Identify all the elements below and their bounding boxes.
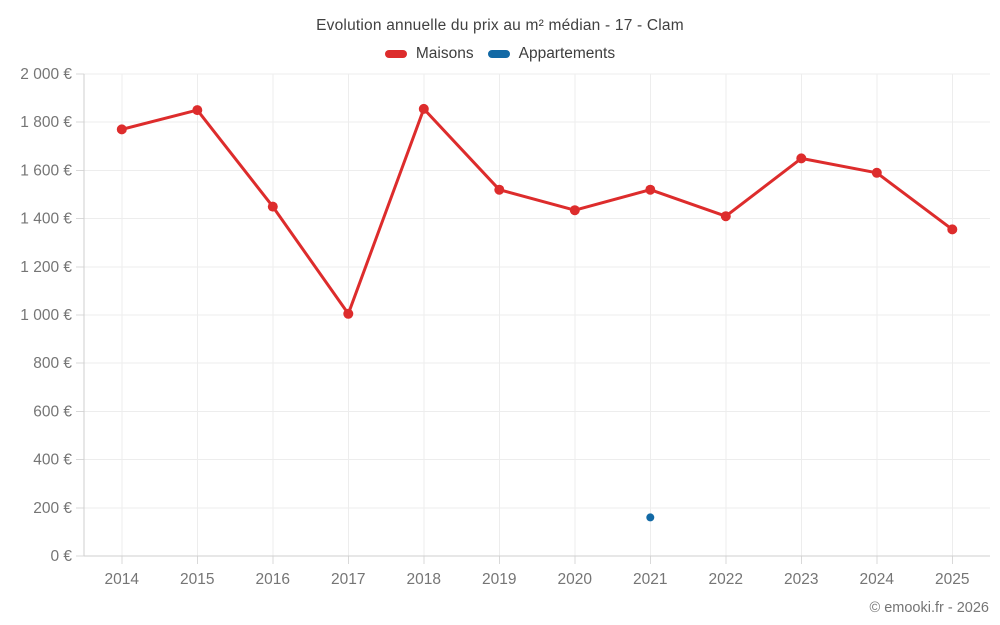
data-point-maisons[interactable] — [192, 105, 203, 116]
copyright-watermark: © emooki.fr - 2026 — [869, 600, 989, 616]
x-tick-label: 2015 — [180, 571, 214, 588]
legend-item-maisons[interactable]: Maisons — [384, 45, 474, 63]
y-tick-label: 1 600 € — [20, 162, 72, 179]
chart-title: Evolution annuelle du prix au m² médian … — [316, 17, 684, 34]
x-tick-label: 2025 — [935, 571, 969, 588]
x-tick-label: 2016 — [256, 571, 290, 588]
y-tick-label: 2 000 € — [20, 66, 72, 83]
x-tick-label: 2024 — [860, 571, 895, 588]
y-tick-label: 1 000 € — [20, 307, 72, 324]
data-point-maisons[interactable] — [116, 124, 127, 135]
y-tick-label: 1 800 € — [20, 114, 72, 131]
legend: Maisons Appartements — [0, 45, 1000, 63]
y-tick-label: 1 400 € — [20, 211, 72, 228]
data-point-maisons[interactable] — [267, 201, 278, 212]
data-point-maisons[interactable] — [720, 211, 731, 222]
x-tick-label: 2019 — [482, 571, 516, 588]
data-point-maisons[interactable] — [494, 184, 505, 195]
y-tick-label: 0 € — [50, 548, 72, 565]
data-point-maisons[interactable] — [343, 308, 354, 319]
legend-label-appartements: Appartements — [518, 45, 616, 62]
x-tick-label: 2018 — [407, 571, 441, 588]
x-tick-label: 2021 — [633, 571, 667, 588]
data-point-maisons[interactable] — [569, 205, 580, 216]
legend-swatch-maisons — [384, 50, 407, 58]
y-tick-label: 400 € — [33, 452, 72, 469]
legend-swatch-appartements — [487, 50, 510, 58]
x-tick-label: 2017 — [331, 571, 365, 588]
series-line-maisons — [120, 107, 954, 316]
data-point-maisons[interactable] — [645, 184, 656, 195]
legend-label-maisons: Maisons — [415, 45, 474, 62]
x-tick-label: 2023 — [784, 571, 818, 588]
data-point-appartements[interactable] — [646, 513, 655, 522]
data-point-maisons[interactable] — [796, 153, 807, 164]
data-point-maisons[interactable] — [871, 167, 882, 178]
legend-item-appartements[interactable]: Appartements — [487, 45, 616, 63]
y-tick-label: 200 € — [33, 500, 72, 517]
y-tick-label: 1 200 € — [20, 259, 72, 276]
data-point-maisons[interactable] — [418, 103, 429, 114]
x-tick-label: 2014 — [105, 571, 140, 588]
y-tick-label: 600 € — [33, 403, 72, 420]
y-tick-label: 800 € — [33, 355, 72, 372]
x-tick-label: 2020 — [558, 571, 593, 588]
x-tick-label: 2022 — [709, 571, 743, 588]
data-point-maisons[interactable] — [947, 224, 958, 235]
